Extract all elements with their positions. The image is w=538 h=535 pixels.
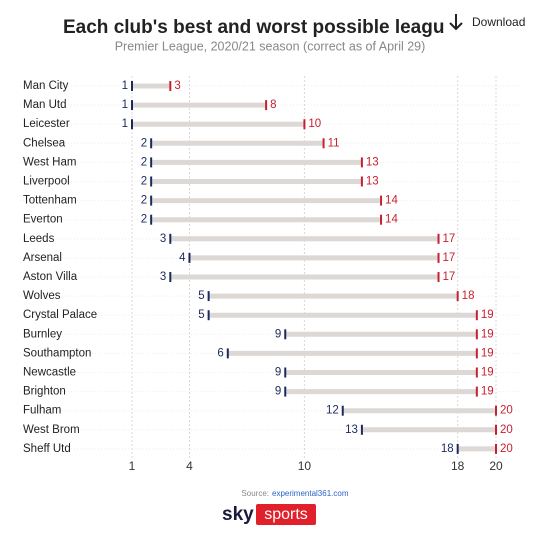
club-label: Leicester	[23, 118, 70, 130]
club-label: Newcastle	[23, 367, 76, 379]
club-label: Arsenal	[23, 252, 62, 264]
club-label: West Ham	[23, 156, 76, 168]
worst-label: 20	[500, 443, 513, 455]
worst-label: 14	[385, 195, 398, 207]
club-label: Chelsea	[23, 137, 66, 149]
worst-label: 19	[481, 347, 494, 359]
worst-label: 10	[308, 118, 321, 130]
best-label: 5	[198, 309, 204, 321]
download-icon	[449, 14, 463, 31]
club-label: West Brom	[23, 424, 80, 436]
club-label: Brighton	[23, 386, 66, 398]
worst-label: 18	[462, 290, 475, 302]
club-label: Everton	[23, 214, 63, 226]
worst-label: 3	[174, 80, 180, 92]
best-label: 3	[160, 233, 166, 245]
worst-label: 13	[366, 176, 379, 188]
source-prefix: Source:	[241, 489, 269, 498]
worst-label: 19	[481, 328, 494, 340]
best-label: 2	[141, 195, 147, 207]
club-label: Tottenham	[23, 195, 77, 207]
club-label: Southampton	[23, 347, 91, 359]
worst-label: 17	[443, 252, 456, 264]
best-label: 13	[345, 424, 358, 436]
best-label: 2	[141, 137, 147, 149]
x-tick-label: 4	[186, 459, 193, 473]
worst-label: 20	[500, 405, 513, 417]
worst-label: 20	[500, 424, 513, 436]
best-label: 18	[441, 443, 454, 455]
club-label: Crystal Palace	[23, 309, 97, 321]
worst-label: 13	[366, 156, 379, 168]
best-label: 4	[179, 252, 186, 264]
club-label: Liverpool	[23, 176, 70, 188]
download-label[interactable]: Download	[472, 15, 525, 29]
best-label: 2	[141, 156, 147, 168]
logo-sports: sports	[264, 506, 308, 523]
worst-label: 14	[385, 214, 398, 226]
best-label: 1	[122, 118, 128, 130]
best-label: 9	[275, 328, 281, 340]
download-button[interactable]: Download	[444, 8, 538, 40]
best-label: 3	[160, 271, 166, 283]
logo-box	[256, 504, 316, 525]
worst-label: 17	[443, 271, 456, 283]
best-label: 9	[275, 386, 281, 398]
worst-label: 17	[443, 233, 456, 245]
club-label: Man City	[23, 80, 69, 92]
x-tick-label: 1	[129, 459, 136, 473]
best-label: 2	[141, 214, 147, 226]
best-label: 1	[122, 99, 128, 111]
best-label: 12	[326, 405, 339, 417]
logo-sky: sky	[222, 504, 254, 525]
worst-label: 19	[481, 309, 494, 321]
worst-label: 19	[481, 386, 494, 398]
club-label: Aston Villa	[23, 271, 78, 283]
best-label: 6	[217, 347, 223, 359]
best-label: 9	[275, 367, 281, 379]
club-label: Wolves	[23, 290, 61, 302]
club-label: Leeds	[23, 233, 55, 245]
x-tick-label: 10	[298, 459, 312, 473]
worst-label: 8	[270, 99, 276, 111]
club-label: Fulham	[23, 405, 61, 417]
best-label: 1	[122, 80, 128, 92]
best-label: 5	[198, 290, 204, 302]
worst-label: 11	[328, 137, 340, 149]
club-label: Burnley	[23, 328, 62, 340]
club-label: Man Utd	[23, 99, 66, 111]
x-tick-label: 18	[451, 459, 465, 473]
club-label: Sheff Utd	[23, 443, 71, 455]
source-link[interactable]: experimental361.com	[272, 489, 349, 498]
chart-title: Each club's best and worst possible leag…	[63, 17, 538, 38]
best-label: 2	[141, 176, 147, 188]
x-tick-label: 20	[489, 459, 503, 473]
chart-subtitle: Premier League, 2020/21 season (correct …	[115, 39, 426, 53]
worst-label: 19	[481, 367, 494, 379]
